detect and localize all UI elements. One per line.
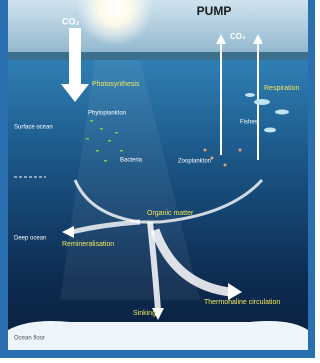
respiration-label: Respiration [264, 85, 300, 92]
photosynthesis-label: Photosynthesis [92, 81, 140, 88]
frame-bottom [0, 350, 315, 358]
sky [8, 0, 308, 56]
co2-out-label: CO₂ [230, 32, 246, 41]
diagram: PUMP CO₂ CO₂ Photosynthesis Respiration … [0, 0, 315, 358]
zooplankton-label: Zooplankton [178, 159, 211, 165]
phytoplankton-label: Phytoplankton [88, 111, 126, 117]
bacteria-label: Bacteria [120, 158, 143, 164]
organic-matter-label: Organic matter [147, 210, 194, 217]
thermohaline-label: Thermohaline circulation [204, 299, 280, 306]
title: PUMP [197, 4, 232, 18]
deep-ocean-label: Deep ocean [14, 236, 46, 242]
co2-in-label: CO₂ [62, 16, 80, 26]
ocean-floor-label: Ocean floor [14, 336, 45, 342]
remineralisation-label: Remineralisation [62, 241, 114, 248]
sinking-label: Sinking [133, 310, 156, 317]
surface-ocean-label: Surface ocean [14, 125, 53, 131]
fishes-label: Fishes [240, 120, 258, 126]
